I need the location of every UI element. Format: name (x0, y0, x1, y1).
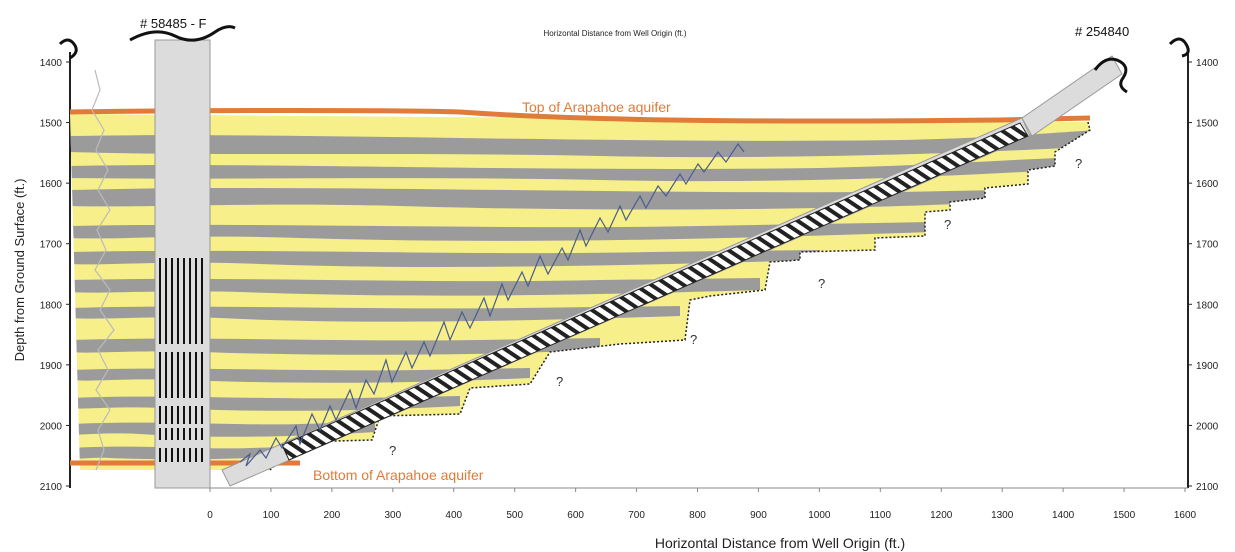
depth-tick-label-right: 1400 (1196, 58, 1219, 69)
x-axis-title: Horizontal Distance from Well Origin (ft… (655, 535, 905, 551)
resistivity-log-trace (239, 142, 745, 467)
depth-tick-label-right: 1900 (1196, 361, 1219, 372)
depth-tick-label-right: 1600 (1196, 179, 1219, 190)
distance-tick-label: 1200 (930, 510, 953, 521)
distance-tick-label: 1300 (991, 510, 1014, 521)
depth-tick-label-left: 1800 (40, 300, 63, 311)
distance-tick-label: 700 (628, 510, 645, 521)
question-mark: ? (944, 217, 951, 232)
depth-tick-label-right: 2100 (1196, 482, 1219, 493)
distance-tick-label: 0 (207, 510, 213, 521)
vertical-well-casing (154, 39, 211, 489)
distance-tick-label: 1000 (808, 510, 831, 521)
distance-tick-label: 1100 (870, 510, 892, 521)
gamma-log-left (91, 69, 115, 471)
depth-ticks-right: 1400 1500 1600 1700 1800 1900 2000 2100 (1188, 58, 1219, 493)
depth-tick-label-right: 1800 (1196, 300, 1219, 311)
left-well-id: # 58485 - F (140, 16, 207, 31)
distance-tick-label: 300 (384, 510, 401, 521)
axis-break-left (58, 38, 78, 60)
question-marks: ?????? (389, 156, 1082, 458)
depth-tick-label-left: 1500 (40, 119, 63, 130)
screen-interval-lines (159, 258, 203, 462)
deviated-well-cap (1093, 57, 1128, 94)
depth-tick-label-left: 2000 (40, 421, 63, 432)
question-mark: ? (389, 443, 396, 458)
distance-tick-label: 800 (689, 510, 706, 521)
distance-tick-label: 400 (445, 510, 462, 521)
depth-tick-label-left: 1700 (40, 240, 63, 251)
depth-tick-label-left: 1900 (40, 361, 63, 372)
axis-break-right (1168, 37, 1190, 58)
depth-tick-label-right: 1500 (1196, 119, 1219, 130)
depth-tick-label-left: 1400 (40, 58, 63, 69)
distance-tick-label: 100 (263, 510, 280, 521)
depth-tick-label-right: 1700 (1196, 240, 1219, 251)
y-axis-title: Depth from Ground Surface (ft.) (12, 179, 27, 362)
distance-tick-label: 200 (324, 510, 341, 521)
question-mark: ? (818, 276, 825, 291)
top-aquifer-boundary (69, 108, 1091, 124)
bottom-aquifer-label: Bottom of Arapahoe aquifer (313, 467, 484, 483)
question-mark: ? (690, 332, 697, 347)
distance-tick-label: 1400 (1052, 510, 1075, 521)
question-mark: ? (556, 374, 563, 389)
deviated-well (221, 55, 1128, 487)
distance-tick-label: 1500 (1113, 510, 1136, 521)
deviated-well-upper-casing (1021, 55, 1123, 137)
shale-layers (70, 130, 1090, 460)
vertical-well-cap (129, 25, 236, 42)
distance-tick-label: 1600 (1174, 510, 1197, 521)
question-mark: ? (1075, 156, 1082, 171)
distance-tick-label: 600 (567, 510, 584, 521)
right-well-id: # 254840 (1075, 24, 1129, 39)
depth-tick-label-left: 1600 (40, 179, 63, 190)
distance-tick-label: 500 (506, 510, 523, 521)
depth-tick-label-right: 2000 (1196, 421, 1219, 432)
depth-ticks-left: 1400 1500 1600 1700 1800 1900 2000 2100 (40, 58, 70, 493)
top-axis-title: Horizontal Distance from Well Origin (ft… (544, 29, 687, 38)
top-aquifer-label: Top of Arapahoe aquifer (522, 99, 671, 115)
dotted-staircase-outline (269, 121, 1091, 471)
deviated-well-screen (281, 122, 1029, 461)
distance-ticks: 0 100 200 300 400 500 600 700 800 900 1000 1100 1200… (207, 488, 1197, 521)
distance-tick-label: 900 (750, 510, 767, 521)
depth-tick-label-left: 2100 (40, 482, 63, 493)
